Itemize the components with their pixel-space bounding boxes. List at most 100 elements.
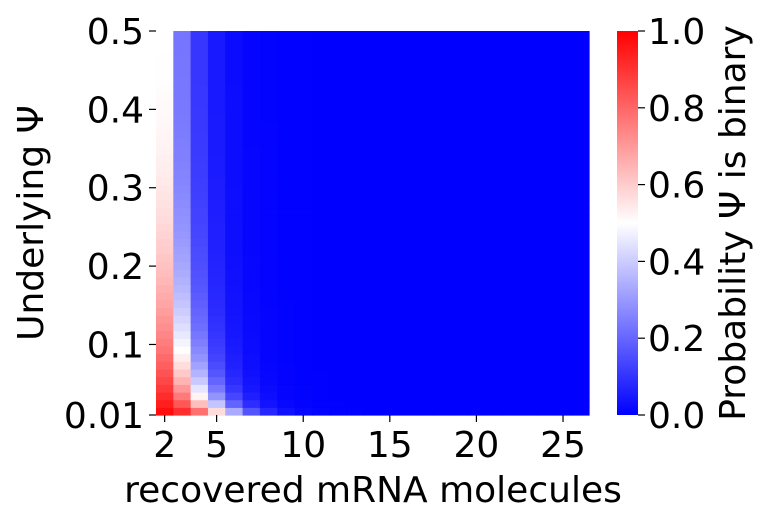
heatmap-cell bbox=[190, 253, 209, 262]
heatmap-cell bbox=[277, 130, 296, 140]
heatmap-cell bbox=[259, 353, 278, 362]
heatmap-cell bbox=[571, 292, 590, 301]
heatmap-cell bbox=[519, 207, 538, 216]
heatmap-cell bbox=[346, 207, 365, 216]
heatmap-cell bbox=[190, 261, 209, 270]
heatmap-cell bbox=[346, 315, 365, 324]
heatmap-cell bbox=[467, 391, 486, 401]
heatmap-cell bbox=[519, 368, 538, 378]
heatmap-cell bbox=[485, 153, 503, 163]
heatmap-cell bbox=[173, 146, 192, 155]
heatmap-cell bbox=[485, 69, 503, 78]
heatmap-cell bbox=[467, 38, 486, 47]
heatmap-cell bbox=[519, 307, 538, 316]
heatmap-cell bbox=[207, 207, 226, 216]
heatmap-cell bbox=[554, 223, 573, 232]
heatmap-cell bbox=[519, 407, 538, 416]
heatmap-cell bbox=[190, 269, 209, 278]
heatmap-cell bbox=[346, 100, 365, 109]
heatmap-cell bbox=[294, 138, 313, 147]
heatmap-cell bbox=[433, 54, 452, 63]
heatmap-cell bbox=[502, 299, 521, 309]
heatmap-cell bbox=[225, 169, 244, 178]
heatmap-cell bbox=[398, 184, 417, 193]
heatmap-cell bbox=[346, 223, 365, 232]
heatmap-cell bbox=[398, 399, 417, 408]
heatmap-cell bbox=[225, 230, 244, 239]
heatmap-cell bbox=[571, 169, 590, 178]
heatmap-cell bbox=[519, 353, 538, 362]
heatmap-cell bbox=[450, 199, 469, 209]
heatmap-cell bbox=[467, 184, 486, 193]
heatmap-cell bbox=[311, 223, 330, 232]
heatmap-cell bbox=[207, 92, 226, 101]
heatmap-cell bbox=[537, 107, 555, 117]
heatmap-cell bbox=[537, 407, 555, 416]
heatmap-cell bbox=[346, 69, 365, 78]
heatmap-cell bbox=[277, 238, 296, 247]
heatmap-cell bbox=[381, 284, 400, 293]
heatmap-cell bbox=[398, 322, 417, 332]
heatmap-cell bbox=[311, 92, 330, 101]
heatmap-cell bbox=[537, 161, 555, 170]
heatmap-cell bbox=[433, 338, 452, 347]
heatmap-cell bbox=[277, 153, 296, 163]
heatmap-cell bbox=[398, 215, 417, 224]
heatmap-cell bbox=[519, 77, 538, 86]
heatmap-cell bbox=[519, 161, 538, 170]
heatmap-cell bbox=[329, 38, 348, 47]
heatmap-cell bbox=[381, 46, 400, 55]
heatmap-cell bbox=[519, 269, 538, 278]
heatmap-cell bbox=[571, 199, 590, 209]
heatmap-cell bbox=[519, 138, 538, 147]
heatmap-cell bbox=[485, 115, 503, 124]
heatmap-cell bbox=[381, 123, 400, 132]
heatmap-cell bbox=[311, 176, 330, 186]
heatmap-cell bbox=[311, 199, 330, 209]
heatmap-cell bbox=[190, 322, 209, 332]
heatmap-cell bbox=[207, 368, 226, 378]
heatmap-cell bbox=[242, 338, 261, 347]
heatmap-cell bbox=[173, 192, 192, 201]
heatmap-cell bbox=[242, 345, 261, 355]
heatmap-cell bbox=[329, 107, 348, 117]
heatmap-cell bbox=[242, 315, 261, 324]
heatmap-cell bbox=[398, 153, 417, 163]
heatmap-cell bbox=[259, 138, 278, 147]
heatmap-cell bbox=[363, 246, 382, 255]
heatmap-cell bbox=[190, 84, 209, 94]
heatmap-cell bbox=[277, 199, 296, 209]
heatmap-cell bbox=[398, 138, 417, 147]
heatmap-cell bbox=[381, 307, 400, 316]
heatmap-cell bbox=[242, 276, 261, 286]
heatmap-cell bbox=[433, 38, 452, 47]
heatmap-cell bbox=[381, 54, 400, 63]
heatmap-cell bbox=[225, 353, 244, 362]
heatmap-cell bbox=[571, 238, 590, 247]
heatmap-cell bbox=[277, 61, 296, 70]
heatmap-cell bbox=[415, 192, 434, 201]
heatmap-cell bbox=[450, 299, 469, 309]
heatmap-cell bbox=[415, 161, 434, 170]
heatmap-cell bbox=[415, 299, 434, 309]
heatmap-cell bbox=[242, 322, 261, 332]
heatmap-cell bbox=[242, 407, 261, 416]
heatmap-cell bbox=[502, 38, 521, 47]
heatmap-cell bbox=[450, 368, 469, 378]
heatmap-cell bbox=[571, 269, 590, 278]
heatmap-cell bbox=[329, 176, 348, 186]
heatmap-cell bbox=[485, 61, 503, 70]
heatmap-cell bbox=[571, 399, 590, 408]
heatmap-cell bbox=[242, 61, 261, 70]
heatmap-cell bbox=[207, 146, 226, 155]
heatmap-cell bbox=[156, 46, 174, 55]
heatmap-cell bbox=[519, 130, 538, 140]
heatmap-cell bbox=[346, 153, 365, 163]
heatmap-cell bbox=[294, 92, 313, 101]
heatmap-cell bbox=[554, 54, 573, 63]
heatmap-cell bbox=[519, 391, 538, 401]
heatmap-cell bbox=[502, 84, 521, 94]
heatmap-cell bbox=[398, 77, 417, 86]
heatmap-cell bbox=[259, 130, 278, 140]
